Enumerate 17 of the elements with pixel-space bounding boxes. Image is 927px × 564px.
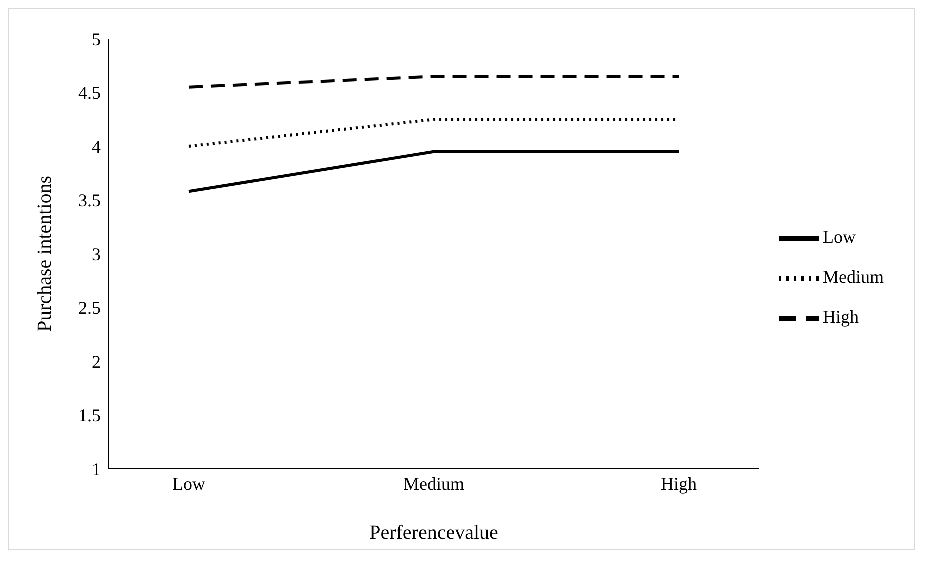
y-tick-label: 1 <box>92 459 101 480</box>
x-tick-label: Medium <box>404 474 464 494</box>
y-tick-label: 3.5 <box>78 190 101 211</box>
x-axis-title: Perferencevalue <box>370 522 499 544</box>
y-tick-label: 4 <box>92 136 101 157</box>
y-tick-label: 3 <box>92 244 101 264</box>
y-axis-title: Purchase intentions <box>34 176 56 332</box>
y-tick-label: 5 <box>92 29 101 50</box>
y-tick-label: 2 <box>92 352 101 372</box>
y-tick-label: 4.5 <box>78 83 101 104</box>
y-tick-label: 1.5 <box>78 406 101 426</box>
legend-label: Medium <box>823 267 884 288</box>
x-tick-label: Low <box>172 474 206 494</box>
legend-label: High <box>823 307 859 328</box>
legend-label: Low <box>823 227 856 248</box>
x-tick-label: High <box>661 474 697 494</box>
y-tick-label: 2.5 <box>78 298 101 318</box>
